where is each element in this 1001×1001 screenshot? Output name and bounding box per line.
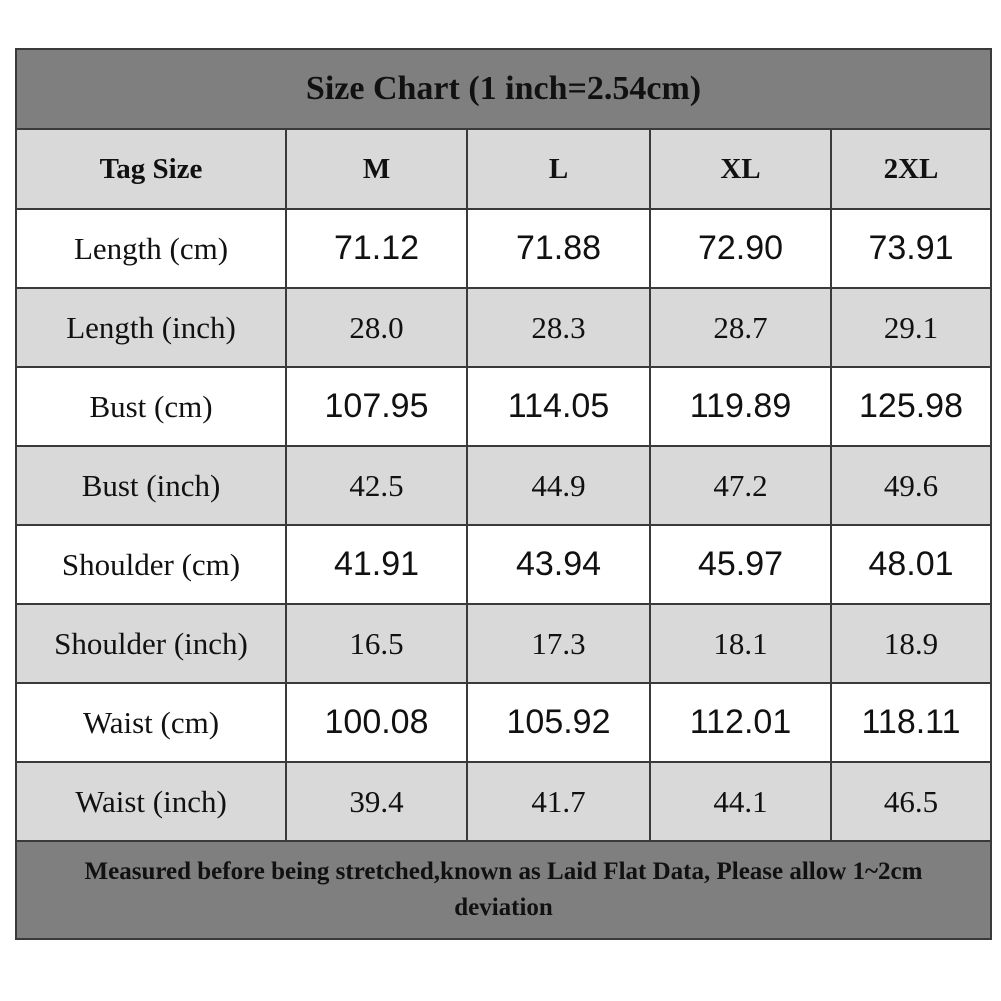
size-value: 46.5 — [829, 761, 993, 842]
size-value: 71.88 — [466, 208, 651, 289]
data-row: Shoulder (cm) 41.91 43.94 45.97 48.01 — [15, 524, 993, 605]
size-value: 118.11 — [829, 682, 993, 763]
size-value: 44.1 — [649, 761, 832, 842]
column-header: L — [466, 128, 651, 210]
size-value: 18.1 — [649, 603, 832, 684]
size-value: 125.98 — [829, 366, 993, 447]
table-title: Size Chart (1 inch=2.54cm) — [14, 48, 993, 130]
column-header: 2XL — [829, 128, 993, 210]
row-label: Length (inch) — [15, 287, 287, 368]
row-label: Bust (inch) — [15, 445, 287, 526]
size-value: 41.7 — [466, 761, 651, 842]
header-row: Tag Size M L XL 2XL — [15, 128, 993, 210]
data-row: Length (inch) 28.0 28.3 28.7 29.1 — [15, 287, 993, 368]
size-value: 48.01 — [829, 524, 993, 605]
size-value: 105.92 — [466, 682, 651, 763]
footer-row: Measured before being stretched,known as… — [14, 840, 993, 940]
data-row: Waist (cm) 100.08 105.92 112.01 118.11 — [15, 682, 993, 763]
row-label: Waist (inch) — [15, 761, 287, 842]
column-header: XL — [649, 128, 832, 210]
column-header: M — [285, 128, 468, 210]
data-row: Length (cm) 71.12 71.88 72.90 73.91 — [15, 208, 993, 289]
size-value: 43.94 — [466, 524, 651, 605]
size-value: 18.9 — [829, 603, 993, 684]
size-value: 72.90 — [649, 208, 832, 289]
column-header: Tag Size — [15, 128, 287, 210]
size-value: 71.12 — [285, 208, 468, 289]
row-label: Shoulder (inch) — [15, 603, 287, 684]
size-value: 29.1 — [829, 287, 993, 368]
size-value: 42.5 — [285, 445, 468, 526]
size-value: 114.05 — [466, 366, 651, 447]
size-value: 28.7 — [649, 287, 832, 368]
size-value: 39.4 — [285, 761, 468, 842]
footer-note: Measured before being stretched,known as… — [14, 840, 993, 940]
data-row: Bust (cm) 107.95 114.05 119.89 125.98 — [15, 366, 993, 447]
title-row: Size Chart (1 inch=2.54cm) — [14, 48, 993, 130]
size-value: 28.3 — [466, 287, 651, 368]
size-value: 47.2 — [649, 445, 832, 526]
data-row: Waist (inch) 39.4 41.7 44.1 46.5 — [15, 761, 993, 842]
size-value: 17.3 — [466, 603, 651, 684]
size-value: 49.6 — [829, 445, 993, 526]
data-row: Shoulder (inch) 16.5 17.3 18.1 18.9 — [15, 603, 993, 684]
row-label: Bust (cm) — [15, 366, 287, 447]
size-value: 44.9 — [466, 445, 651, 526]
size-value: 73.91 — [829, 208, 993, 289]
size-value: 41.91 — [285, 524, 468, 605]
size-value: 112.01 — [649, 682, 832, 763]
size-table: Size Chart (1 inch=2.54cm) Tag Size M L XL 2… — [14, 48, 993, 940]
data-row: Bust (inch) 42.5 44.9 47.2 49.6 — [15, 445, 993, 526]
row-label: Length (cm) — [15, 208, 287, 289]
size-value: 16.5 — [285, 603, 468, 684]
row-label: Shoulder (cm) — [15, 524, 287, 605]
size-chart: Size Chart (1 inch=2.54cm) Tag Size M L XL 2… — [14, 48, 993, 940]
row-label: Waist (cm) — [15, 682, 287, 763]
size-value: 100.08 — [285, 682, 468, 763]
size-value: 45.97 — [649, 524, 832, 605]
size-value: 28.0 — [285, 287, 468, 368]
size-value: 107.95 — [285, 366, 468, 447]
size-value: 119.89 — [649, 366, 832, 447]
table-body: Size Chart (1 inch=2.54cm) Tag Size M L XL 2… — [14, 48, 993, 940]
